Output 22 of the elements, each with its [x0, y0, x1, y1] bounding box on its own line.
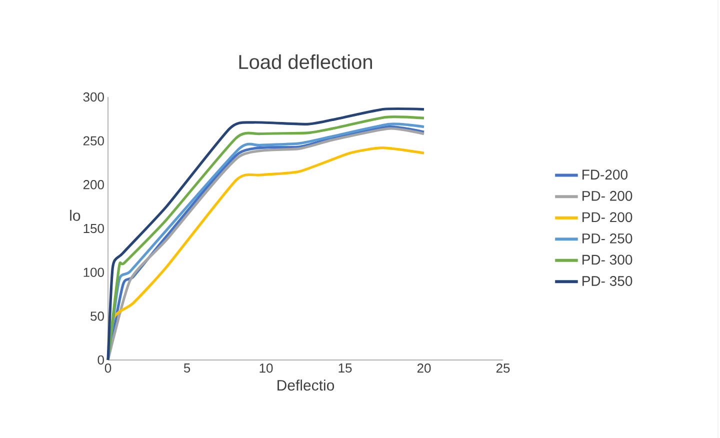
x-tick-label: 15	[338, 364, 352, 373]
x-tick-label: 20	[417, 364, 431, 373]
y-tick-label: 250	[83, 136, 104, 146]
legend-label: PD- 200	[582, 212, 632, 222]
chart-title: Load deflection	[239, 54, 372, 70]
y-tick-label: 300	[83, 92, 104, 102]
y-tick-label: 200	[83, 180, 104, 190]
legend-label: PD- 300	[582, 254, 632, 265]
y-tick-label: 50	[90, 312, 104, 321]
y-axis-title: lo	[70, 210, 80, 221]
y-tick-label: 0	[98, 355, 104, 365]
y-tick-label: 100	[84, 268, 104, 277]
x-axis-title: Deflectio	[278, 380, 334, 391]
legend-label: PD- 200	[582, 190, 632, 201]
x-tick-label: 5	[184, 364, 190, 373]
x-tick-label: 25	[496, 364, 510, 373]
x-tick-label: 0	[104, 364, 112, 373]
legend-label: PD- 350	[582, 276, 632, 286]
x-tick-label: 10	[260, 364, 273, 373]
legend-label: PD- 250	[582, 233, 632, 244]
legend-label: FD-200	[582, 170, 628, 180]
y-tick-label: 150	[84, 224, 104, 234]
